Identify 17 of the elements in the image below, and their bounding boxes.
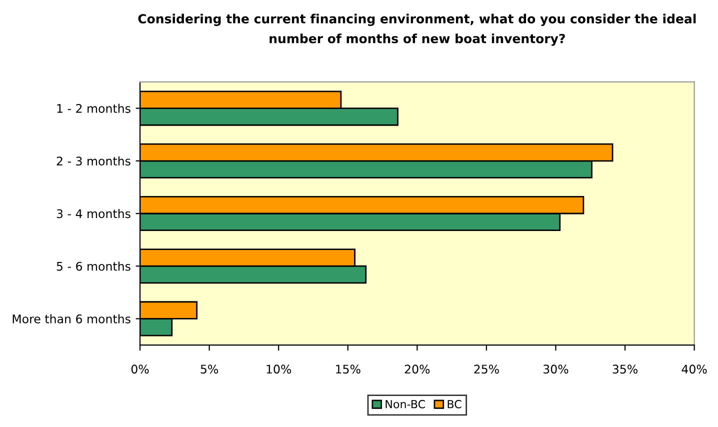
x-tick-label: 25% <box>474 364 499 374</box>
x-tick-label: 40% <box>682 364 707 374</box>
y-tick-label: 3 - 4 months <box>56 209 130 218</box>
y-tick-label: 1 - 2 months <box>57 104 130 113</box>
y-tick-label: 2 - 3 months <box>56 156 130 166</box>
x-tick-label: 5% <box>200 364 218 374</box>
chart-title: Considering the current financing environment, what do you consider the ideal number of months of new boat inventory? <box>138 14 696 46</box>
x-tick-label: 0% <box>131 364 149 374</box>
x-tick-label: 35% <box>612 364 638 374</box>
x-tick-label: 20% <box>404 364 430 374</box>
legend-label: BC <box>448 400 462 408</box>
legend-label: Non-BC <box>386 400 425 408</box>
y-tick-label: More than 6 months <box>12 314 130 324</box>
x-tick-label: 30% <box>544 364 568 374</box>
x-tick-label: 10% <box>266 364 292 374</box>
y-tick-label: 5 - 6 months <box>56 262 130 271</box>
x-tick-label: 15% <box>336 364 360 374</box>
